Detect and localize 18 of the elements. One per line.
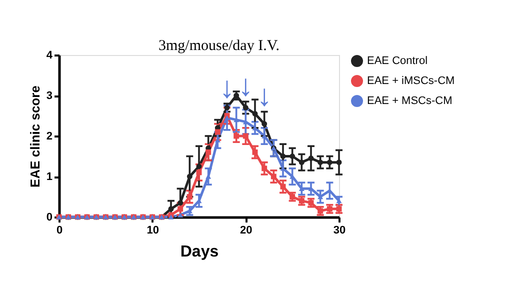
y-tick-label: 4 [46, 50, 54, 62]
x-tick-label: 30 [333, 224, 346, 236]
legend-label: EAE + MSCs-CM [367, 95, 452, 107]
legend-label: EAE Control [367, 55, 428, 67]
y-tick-label: 2 [46, 130, 52, 142]
y-tick-label: 1 [46, 171, 52, 183]
legend-label: EAE + iMSCs-CM [367, 75, 455, 87]
annotation: ↓ [220, 72, 234, 105]
x-axis-title: Days [180, 244, 219, 260]
y-tick-label: 3 [46, 90, 52, 102]
annotation: ↓ [238, 70, 254, 103]
x-tick-label: 0 [56, 224, 63, 236]
text: 3mg/mouse/day I.V. [158, 38, 280, 54]
y-tick-label: 0 [46, 212, 52, 224]
x-tick-label: 20 [240, 224, 252, 236]
x-tick-label: 10 [146, 224, 159, 236]
annotation: ↓ [256, 80, 272, 113]
y-axis-title: EAE clinic score [27, 86, 42, 188]
